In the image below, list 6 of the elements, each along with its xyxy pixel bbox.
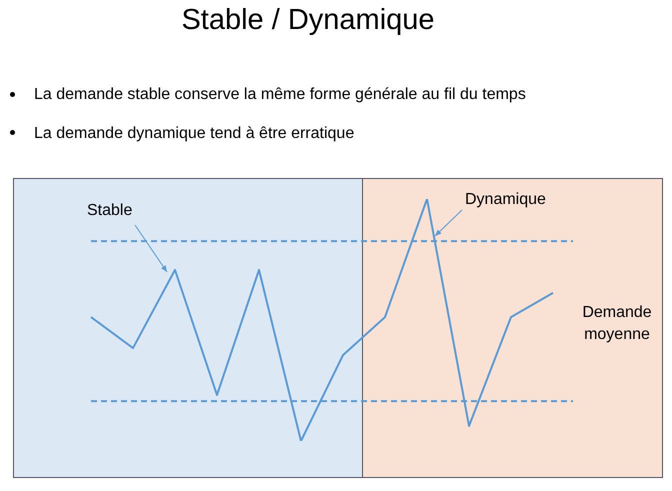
text: Demande moyenne [581,303,653,345]
chart-title: Stable / Dynamique [180,4,436,37]
text: La demande dynamique tend à être erratique [34,125,354,143]
annotation: Dynamique [465,191,546,209]
text: La demande stable conserve la même forme générale au fil du temps [34,86,526,104]
annotation: Stable [87,202,132,220]
